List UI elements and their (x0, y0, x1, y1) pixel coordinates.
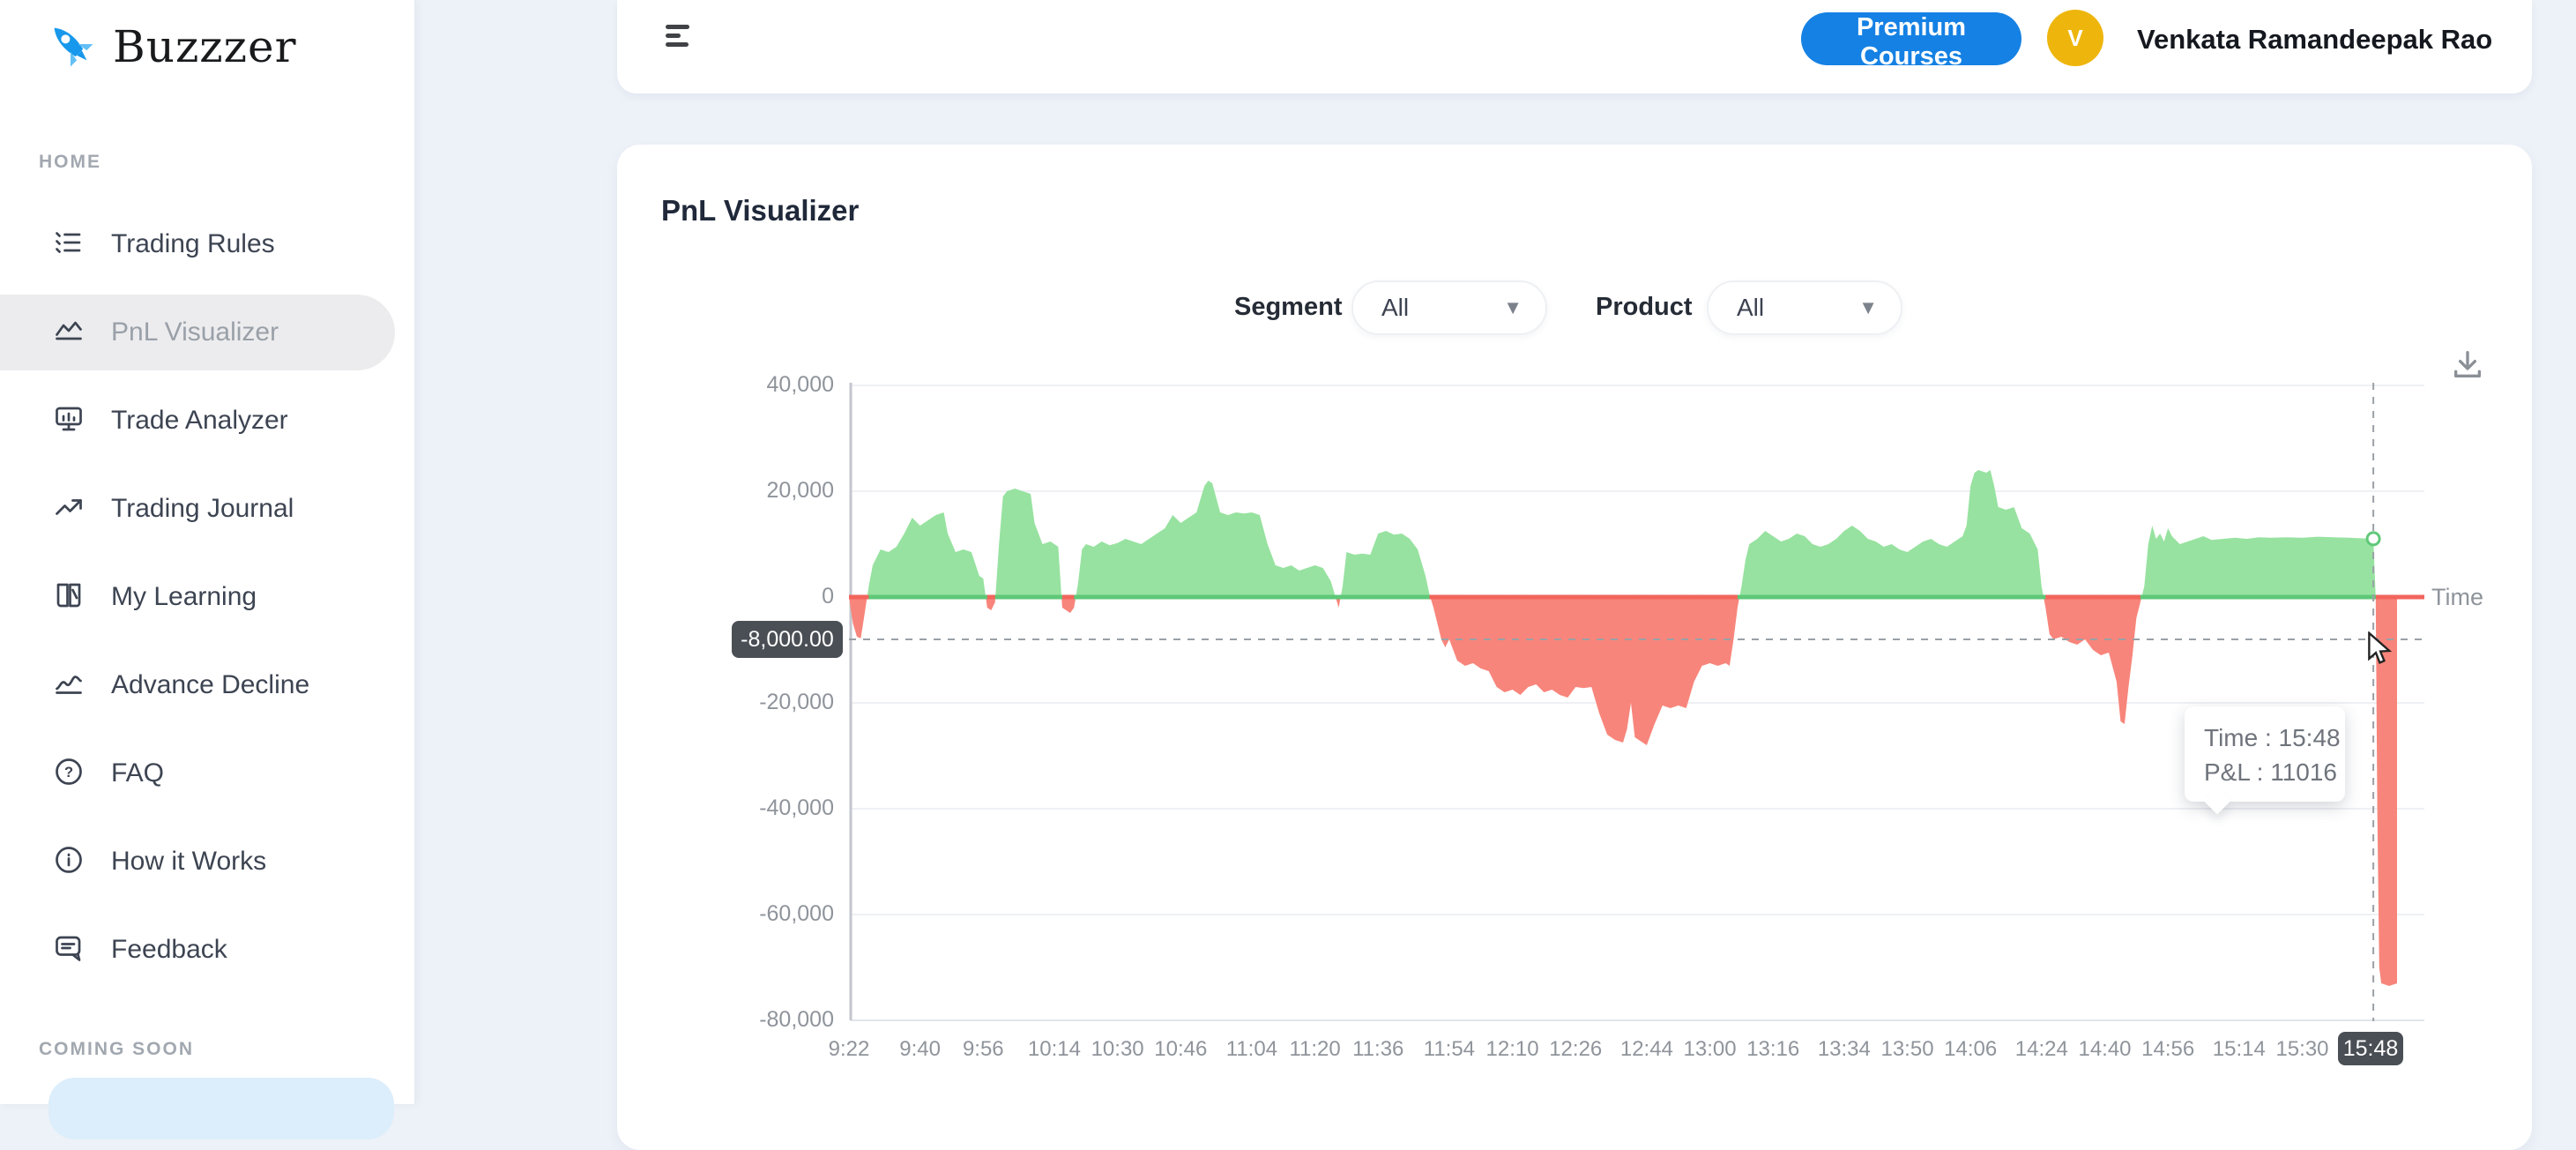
sidebar-item-how-it-works[interactable]: How it Works (0, 824, 395, 900)
sidebar-item-feedback[interactable]: Feedback (0, 912, 395, 988)
sidebar-item-label: Advance Decline (111, 670, 310, 699)
x-tick: 14:06 (1944, 1037, 1998, 1061)
x-axis-labels: 9:22 9:40 9:56 10:14 10:30 10:46 11:04 11:20 11:… (829, 1037, 2424, 1072)
product-filter-value: All (1737, 294, 1765, 321)
x-tick: 14:24 (2014, 1037, 2068, 1061)
sidebar-item-faq[interactable]: ? FAQ (0, 736, 395, 811)
user-name: Venkata Ramandeepak Rao (2137, 24, 2493, 55)
x-tick: 10:46 (1154, 1037, 1208, 1061)
sidebar-item-label: FAQ (111, 758, 165, 788)
tooltip-pnl: P&L : 11016 (2204, 758, 2338, 786)
x-tick: 15:30 (2275, 1037, 2329, 1061)
sidebar-item-trading-journal[interactable]: Trading Journal (0, 471, 395, 547)
x-tick: 13:16 (1746, 1037, 1800, 1061)
sidebar-item-label: My Learning (111, 582, 257, 611)
trend-up-icon (53, 491, 85, 527)
sidebar-item-trading-rules[interactable]: Trading Rules (0, 206, 395, 282)
sidebar-item-label: Trading Rules (111, 229, 275, 258)
tooltip-time: Time : 15:48 (2204, 724, 2341, 751)
sidebar-item-label: Trading Journal (111, 494, 294, 523)
x-tick: 13:34 (1817, 1037, 1871, 1061)
y-axis-labels: 40,000 20,000 0 -20,000 -40,000 -60,000 -80,00… (679, 0, 834, 1104)
pnl-area-chart[interactable] (849, 379, 2424, 1025)
sidebar-section-coming-soon: COMING SOON (39, 1039, 195, 1059)
chevron-down-icon: ▼ (1503, 296, 1523, 318)
x-tick: 13:50 (1880, 1037, 1934, 1061)
rocket-logo-icon (42, 16, 99, 77)
x-tick: 12:26 (1549, 1037, 1603, 1061)
x-tick: 9:22 (828, 1037, 870, 1061)
list-check-icon (53, 227, 85, 263)
segment-filter-label: Segment (1234, 293, 1343, 321)
question-icon: ? (53, 756, 85, 792)
x-tick: 11:04 (1225, 1037, 1278, 1061)
sidebar-section-home: HOME (39, 152, 101, 172)
avatar[interactable]: V (2047, 10, 2103, 66)
book-icon (53, 579, 85, 616)
hamburger-menu-icon[interactable] (666, 25, 701, 51)
chevron-down-icon: ▼ (1858, 296, 1878, 318)
top-bar (617, 0, 2532, 93)
x-tick: 14:40 (2078, 1037, 2132, 1061)
y-tick: -20,000 (759, 690, 834, 714)
x-tick: 9:56 (962, 1037, 1004, 1061)
logo-text: Buzzzer (113, 20, 297, 72)
area-chart-icon (53, 315, 85, 351)
sidebar-item-my-learning[interactable]: My Learning (0, 559, 395, 635)
sidebar-item-trade-analyzer[interactable]: Trade Analyzer (0, 383, 395, 459)
chat-icon (53, 932, 85, 968)
sidebar-item-label: Trade Analyzer (111, 406, 288, 435)
crosshair-value-badge: -8,000.00 (732, 621, 843, 658)
sidebar-item-advance-decline[interactable]: Advance Decline (0, 647, 395, 723)
product-filter-dropdown[interactable]: All ▼ (1707, 280, 1902, 335)
y-tick: -60,000 (759, 901, 834, 926)
time-axis-label: Time (2431, 584, 2483, 610)
y-tick: 20,000 (766, 478, 834, 503)
product-filter-label: Product (1596, 293, 1693, 321)
y-tick: -40,000 (759, 795, 834, 820)
x-tick: 11:20 (1289, 1037, 1341, 1061)
x-tick: 11:36 (1352, 1037, 1404, 1061)
y-tick: -80,000 (759, 1007, 834, 1032)
x-tick: 13:00 (1683, 1037, 1737, 1061)
premium-courses-button[interactable]: Premium Courses (1801, 12, 2021, 71)
sidebar: Buzzzer HOME Trading Rules PnL Visualizer… (0, 0, 414, 1139)
coming-soon-card[interactable] (48, 1078, 394, 1139)
x-tick: 9:40 (899, 1037, 941, 1061)
download-chart-icon[interactable] (2450, 347, 2485, 386)
x-tick: 15:14 (2212, 1037, 2266, 1061)
x-tick: 11:54 (1423, 1037, 1476, 1061)
info-icon (53, 844, 85, 880)
page-title: PnL Visualizer (661, 194, 860, 227)
sidebar-item-pnl-visualizer[interactable]: PnL Visualizer (0, 295, 395, 370)
y-tick: 40,000 (766, 372, 834, 397)
x-tick: 10:14 (1027, 1037, 1081, 1061)
sidebar-item-label: How it Works (111, 847, 267, 876)
sidebar-item-label: PnL Visualizer (111, 317, 279, 347)
sidebar-item-label: Feedback (111, 935, 227, 964)
x-tick: 12:44 (1619, 1037, 1673, 1061)
segment-filter-dropdown[interactable]: All ▼ (1351, 280, 1547, 335)
wave-icon (53, 668, 85, 704)
x-tick: 14:56 (2141, 1037, 2195, 1061)
logo[interactable]: Buzzzer (42, 16, 296, 77)
segment-filter-value: All (1381, 294, 1410, 321)
y-tick: 0 (822, 584, 834, 609)
monitor-icon (53, 403, 85, 439)
x-tick: 10:30 (1091, 1037, 1144, 1061)
crosshair-time-badge: 15:48 (2338, 1032, 2403, 1065)
svg-text:?: ? (64, 765, 73, 780)
chart-tooltip: Time : 15:48 P&L : 11016 (2185, 706, 2345, 802)
mouse-cursor (2366, 631, 2396, 671)
x-tick: 12:10 (1485, 1037, 1539, 1061)
